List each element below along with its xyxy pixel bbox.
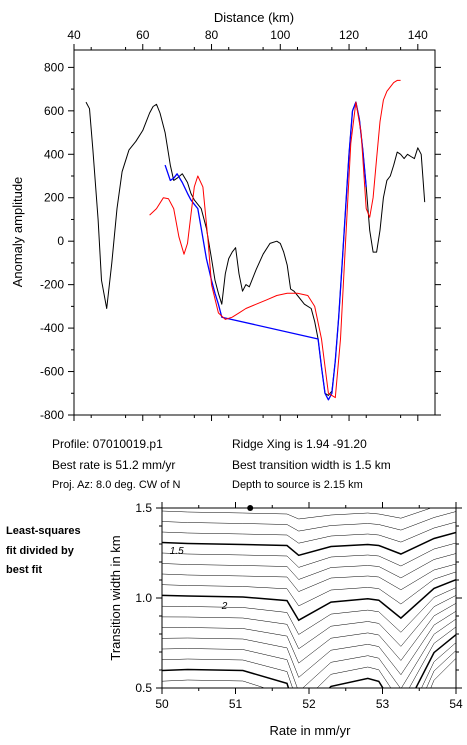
contour-line	[162, 553, 456, 580]
ridge-crossing-info: Ridge Xing is 1.94 -91.20	[232, 437, 367, 451]
side-note-line: best fit	[6, 564, 43, 576]
contour-line	[162, 610, 456, 678]
side-note-line: fit divided by	[6, 544, 74, 557]
x-tick-label: 54	[449, 697, 463, 711]
y-tick-label: 600	[44, 104, 64, 118]
x-tick-label: 50	[155, 697, 169, 711]
contour-label: 2	[221, 601, 228, 612]
x-tick-label: 40	[67, 28, 81, 42]
y-tick-label: -800	[40, 408, 64, 422]
x-tick-label: 140	[408, 28, 428, 42]
x-tick-label: 52	[302, 697, 316, 711]
top-chart-ticks: 40 60 80 100 120 140 -800 -600 -400 -200 0 200 400 60…	[40, 28, 441, 422]
contour-group: 1.52	[162, 508, 456, 688]
contour-line	[162, 642, 456, 688]
contour-line	[162, 521, 456, 544]
y-tick-label: 800	[44, 60, 64, 74]
best-rate-info: Best rate is 51.2 mm/yr	[52, 458, 176, 472]
x-tick-label: 60	[136, 28, 150, 42]
bottom-x-axis-label: Rate in mm/yr	[270, 723, 352, 738]
x-tick-label: 120	[339, 28, 359, 42]
contour-line	[162, 618, 456, 688]
model-anomaly-line	[149, 79, 401, 399]
contour-line	[162, 579, 456, 622]
y-tick-label: -600	[40, 365, 64, 379]
y-tick-label: 1.5	[135, 501, 152, 515]
side-note-line: Least-squares	[6, 525, 81, 537]
x-tick-label: 53	[376, 697, 390, 711]
contour-label: 1.5	[170, 546, 184, 557]
y-tick-label: 1.0	[135, 591, 152, 605]
profile-info: Profile: 07010019.p1	[52, 437, 163, 451]
side-note: Least-squares fit divided by best fit	[6, 522, 81, 581]
x-tick-label: 80	[205, 28, 219, 42]
contour-line	[162, 511, 456, 532]
y-tick-label: 200	[44, 191, 64, 205]
top-x-axis-label: Distance (km)	[214, 10, 294, 25]
x-tick-label: 51	[229, 697, 243, 711]
top-chart-frame	[73, 49, 436, 416]
bottom-y-axis-label: Transition width in km	[108, 535, 123, 660]
top-y-axis-label: Anomaly amplitude	[10, 177, 25, 288]
fit-segment-line	[164, 101, 367, 401]
contour-line	[162, 531, 456, 557]
x-tick-label: 100	[270, 28, 290, 42]
top-chart-series	[85, 79, 426, 401]
contour-line	[162, 595, 456, 650]
best-transition-info: Best transition width is 1.5 km	[232, 458, 391, 472]
bottom-chart-ticks: 50 51 52 53 54 0.5 1.0 1.5	[135, 501, 463, 711]
contour-line	[162, 571, 456, 607]
contour-line	[162, 542, 456, 568]
depth-info: Depth to source is 2.15 km	[232, 479, 363, 491]
y-tick-label: 0.5	[135, 681, 152, 695]
contour-line	[162, 626, 456, 688]
observed-profile-line	[85, 101, 426, 396]
bottom-plot-border	[161, 507, 457, 689]
contour-line	[162, 508, 432, 520]
y-tick-label: 0	[57, 234, 64, 248]
projection-azimuth-info: Proj. Az: 8.0 deg. CW of N	[52, 479, 181, 491]
contour-line	[162, 563, 456, 592]
best-fit-marker	[247, 505, 254, 511]
contour-line	[162, 603, 456, 664]
contour-line	[162, 587, 456, 635]
contour-line	[162, 634, 456, 688]
y-tick-label: -200	[40, 278, 64, 292]
top-plot-border	[73, 49, 436, 416]
y-tick-label: 400	[44, 147, 64, 161]
y-tick-label: -400	[40, 321, 64, 335]
contour-lines: 1.52	[162, 508, 456, 688]
